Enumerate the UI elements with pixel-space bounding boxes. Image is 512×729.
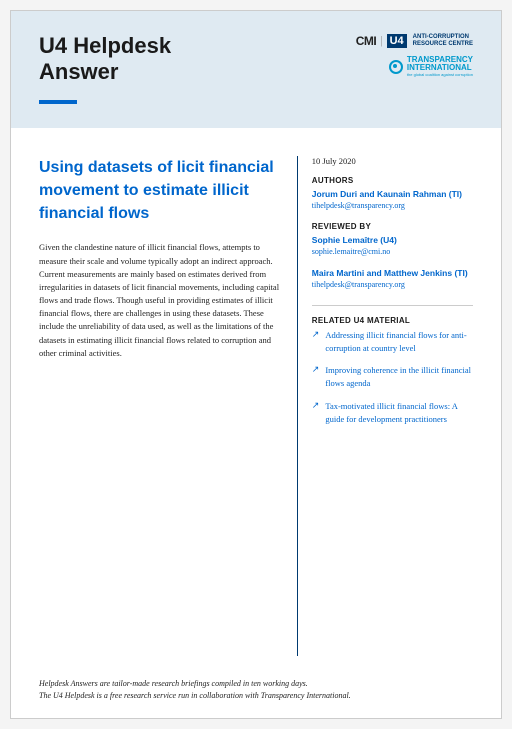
related-text: Tax-motivated illicit financial flows: A… [325, 400, 473, 426]
document-type: U4 Helpdesk Answer [39, 33, 356, 86]
acrc-logo-text: ANTI-CORRUPTION RESOURCE CENTRE [413, 34, 473, 47]
header: U4 Helpdesk Answer CMI | U4 ANTI-CORRUPT… [11, 11, 501, 128]
arrow-icon: ↗ [312, 364, 320, 390]
authors-name: Jorum Duri and Kaunain Rahman (TI) [312, 189, 473, 199]
u4-logo-text: U4 [387, 34, 407, 48]
footer-line1: Helpdesk Answers are tailor-made researc… [39, 678, 473, 690]
doc-type-line2: Answer [39, 59, 118, 84]
related-link[interactable]: ↗ Improving coherence in the illicit fin… [312, 364, 473, 390]
main-column: Using datasets of licit financial moveme… [39, 156, 297, 656]
related-text: Addressing illicit financial flows for a… [325, 329, 473, 355]
reviewer2-email[interactable]: tihelpdesk@transparency.org [312, 280, 473, 289]
arrow-icon: ↗ [312, 329, 320, 355]
reviewer2-name: Maira Martini and Matthew Jenkins (TI) [312, 268, 473, 278]
cmi-u4-logo: CMI | U4 ANTI-CORRUPTION RESOURCE CENTRE [356, 33, 473, 48]
body: Using datasets of licit financial moveme… [11, 128, 501, 668]
sidebar-separator [312, 305, 473, 306]
reviewed-label: REVIEWED BY [312, 222, 473, 231]
summary-paragraph: Given the clandestine nature of illicit … [39, 241, 281, 360]
related-link[interactable]: ↗ Tax-motivated illicit financial flows:… [312, 400, 473, 426]
sidebar-column: 10 July 2020 AUTHORS Jorum Duri and Kaun… [297, 156, 473, 656]
authors-email[interactable]: tihelpdesk@transparency.org [312, 201, 473, 210]
logo-divider: | [380, 33, 382, 48]
header-left: U4 Helpdesk Answer [39, 33, 356, 104]
header-logos: CMI | U4 ANTI-CORRUPTION RESOURCE CENTRE… [356, 33, 473, 77]
related-link[interactable]: ↗ Addressing illicit financial flows for… [312, 329, 473, 355]
authors-label: AUTHORS [312, 176, 473, 185]
publication-date: 10 July 2020 [312, 156, 473, 166]
footer: Helpdesk Answers are tailor-made researc… [11, 668, 501, 718]
document-page: U4 Helpdesk Answer CMI | U4 ANTI-CORRUPT… [10, 10, 502, 719]
accent-dash [39, 100, 77, 104]
reviewer1-email[interactable]: sophie.lemaitre@cmi.no [312, 247, 473, 256]
related-label: RELATED U4 MATERIAL [312, 316, 473, 325]
document-title: Using datasets of licit financial moveme… [39, 156, 281, 226]
cmi-logo-text: CMI [356, 34, 377, 48]
arrow-icon: ↗ [312, 400, 320, 426]
ti-logo-text: TRANSPARENCY INTERNATIONAL the global co… [407, 56, 473, 77]
reviewer1-name: Sophie Lemaître (U4) [312, 235, 473, 245]
ti-logo: TRANSPARENCY INTERNATIONAL the global co… [389, 56, 473, 77]
globe-icon [389, 60, 403, 74]
related-text: Improving coherence in the illicit finan… [325, 364, 473, 390]
footer-line2: The U4 Helpdesk is a free research servi… [39, 690, 473, 702]
doc-type-line1: U4 Helpdesk [39, 33, 171, 58]
